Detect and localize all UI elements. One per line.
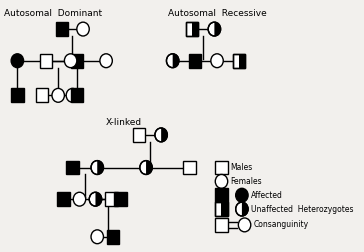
Circle shape bbox=[91, 230, 103, 244]
Circle shape bbox=[52, 88, 64, 102]
Circle shape bbox=[155, 128, 167, 142]
Polygon shape bbox=[97, 161, 103, 174]
Polygon shape bbox=[71, 88, 83, 102]
Circle shape bbox=[64, 54, 77, 68]
Circle shape bbox=[166, 54, 179, 68]
Polygon shape bbox=[215, 202, 228, 216]
Polygon shape bbox=[66, 161, 79, 174]
Polygon shape bbox=[239, 54, 245, 68]
Circle shape bbox=[208, 22, 221, 36]
Circle shape bbox=[215, 174, 228, 188]
Polygon shape bbox=[57, 192, 70, 206]
Polygon shape bbox=[11, 88, 24, 102]
Polygon shape bbox=[183, 161, 196, 174]
Text: Males: Males bbox=[230, 163, 253, 172]
Polygon shape bbox=[186, 22, 198, 36]
Text: Females: Females bbox=[230, 177, 262, 186]
Circle shape bbox=[238, 218, 251, 232]
Circle shape bbox=[211, 54, 223, 68]
Polygon shape bbox=[71, 54, 83, 68]
Circle shape bbox=[66, 88, 79, 102]
Polygon shape bbox=[215, 188, 228, 202]
Text: Affected: Affected bbox=[251, 191, 283, 200]
Text: Consanguinity: Consanguinity bbox=[253, 220, 309, 229]
Circle shape bbox=[91, 161, 103, 174]
Polygon shape bbox=[192, 22, 198, 36]
Circle shape bbox=[100, 54, 112, 68]
Polygon shape bbox=[173, 54, 179, 68]
Circle shape bbox=[236, 202, 248, 216]
Circle shape bbox=[77, 22, 89, 36]
Polygon shape bbox=[146, 161, 152, 174]
Polygon shape bbox=[56, 22, 68, 36]
Polygon shape bbox=[40, 54, 52, 68]
Polygon shape bbox=[233, 54, 245, 68]
Polygon shape bbox=[221, 202, 228, 216]
Polygon shape bbox=[107, 230, 119, 244]
Polygon shape bbox=[161, 128, 167, 142]
Polygon shape bbox=[95, 192, 102, 206]
Circle shape bbox=[236, 188, 248, 202]
Polygon shape bbox=[215, 161, 228, 174]
Polygon shape bbox=[189, 54, 201, 68]
Text: Autosomal  Dominant: Autosomal Dominant bbox=[4, 9, 102, 18]
Polygon shape bbox=[36, 88, 48, 102]
Polygon shape bbox=[133, 128, 145, 142]
Polygon shape bbox=[105, 192, 118, 206]
Circle shape bbox=[73, 192, 86, 206]
Polygon shape bbox=[114, 192, 127, 206]
Circle shape bbox=[89, 192, 102, 206]
Polygon shape bbox=[214, 22, 221, 36]
Polygon shape bbox=[215, 218, 228, 232]
Circle shape bbox=[140, 161, 152, 174]
Circle shape bbox=[11, 54, 24, 68]
Polygon shape bbox=[242, 202, 248, 216]
Text: Unaffected  Heterozygotes: Unaffected Heterozygotes bbox=[251, 205, 353, 214]
Text: Autosomal  Recessive: Autosomal Recessive bbox=[168, 9, 267, 18]
Text: X-linked: X-linked bbox=[106, 118, 142, 127]
